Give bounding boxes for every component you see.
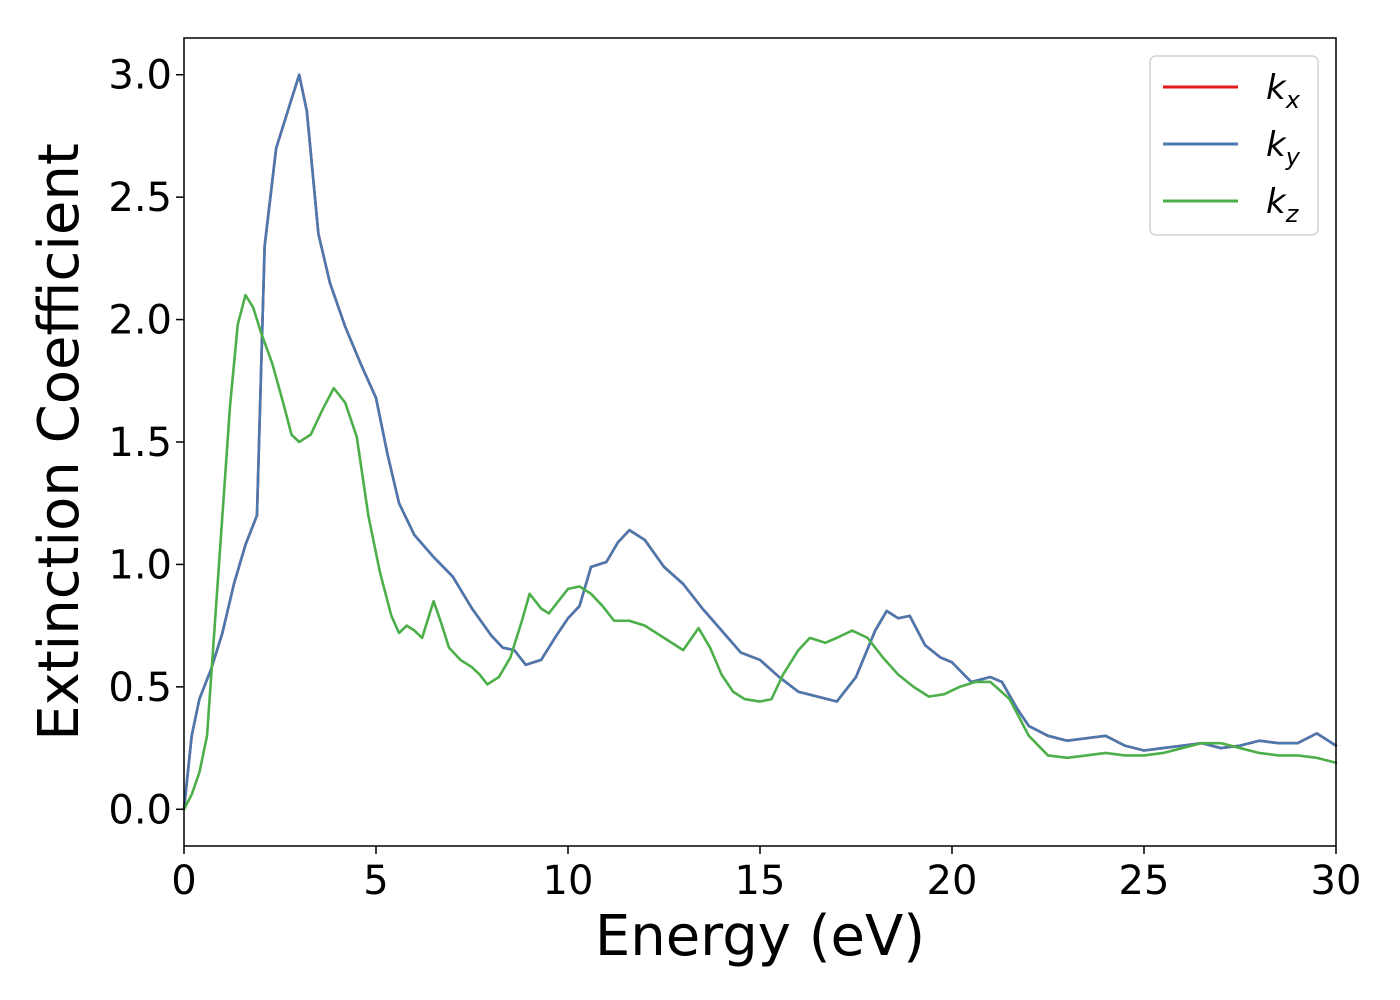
legend-label-y: ky (1266, 125, 1301, 171)
x-tick-label: 10 (543, 858, 594, 904)
y-tick-label: 2.5 (108, 175, 172, 221)
legend-label-x: kx (1266, 68, 1301, 114)
legend-label-subscript: z (1285, 200, 1300, 228)
series-layer (182, 73, 1338, 811)
y-tick-label: 1.0 (108, 542, 172, 588)
legend-label-z: kz (1266, 182, 1300, 228)
legend-label-main: k (1266, 182, 1287, 222)
y-tick-label: 1.5 (108, 420, 172, 466)
legend-label-subscript: x (1285, 86, 1301, 114)
x-tick-label: 5 (363, 858, 388, 904)
series-line-z (182, 293, 1338, 811)
legend-label-main: k (1266, 68, 1287, 108)
y-tick-label: 2.0 (108, 298, 172, 344)
y-tick-label: 0.5 (108, 665, 172, 711)
x-tick-label: 20 (927, 858, 978, 904)
legend-label-main: k (1266, 125, 1287, 165)
series-line-y (182, 73, 1338, 811)
y-tick-label: 3.0 (108, 53, 172, 99)
x-axis-label: Energy (eV) (595, 904, 925, 969)
legend-label-subscript: y (1285, 143, 1301, 171)
x-tick-label: 25 (1119, 858, 1170, 904)
y-axis-label: Extinction Coefficient (27, 143, 92, 741)
x-tick-label: 30 (1311, 858, 1362, 904)
y-tick-label: 0.0 (108, 787, 172, 833)
x-tick-label: 15 (735, 858, 786, 904)
ticks-layer: 0 5 10 15 20 25 30 0.0 0.5 1.0 1.5 2.0 2.5 3.0 (108, 53, 1361, 904)
x-tick-label: 0 (171, 858, 196, 904)
